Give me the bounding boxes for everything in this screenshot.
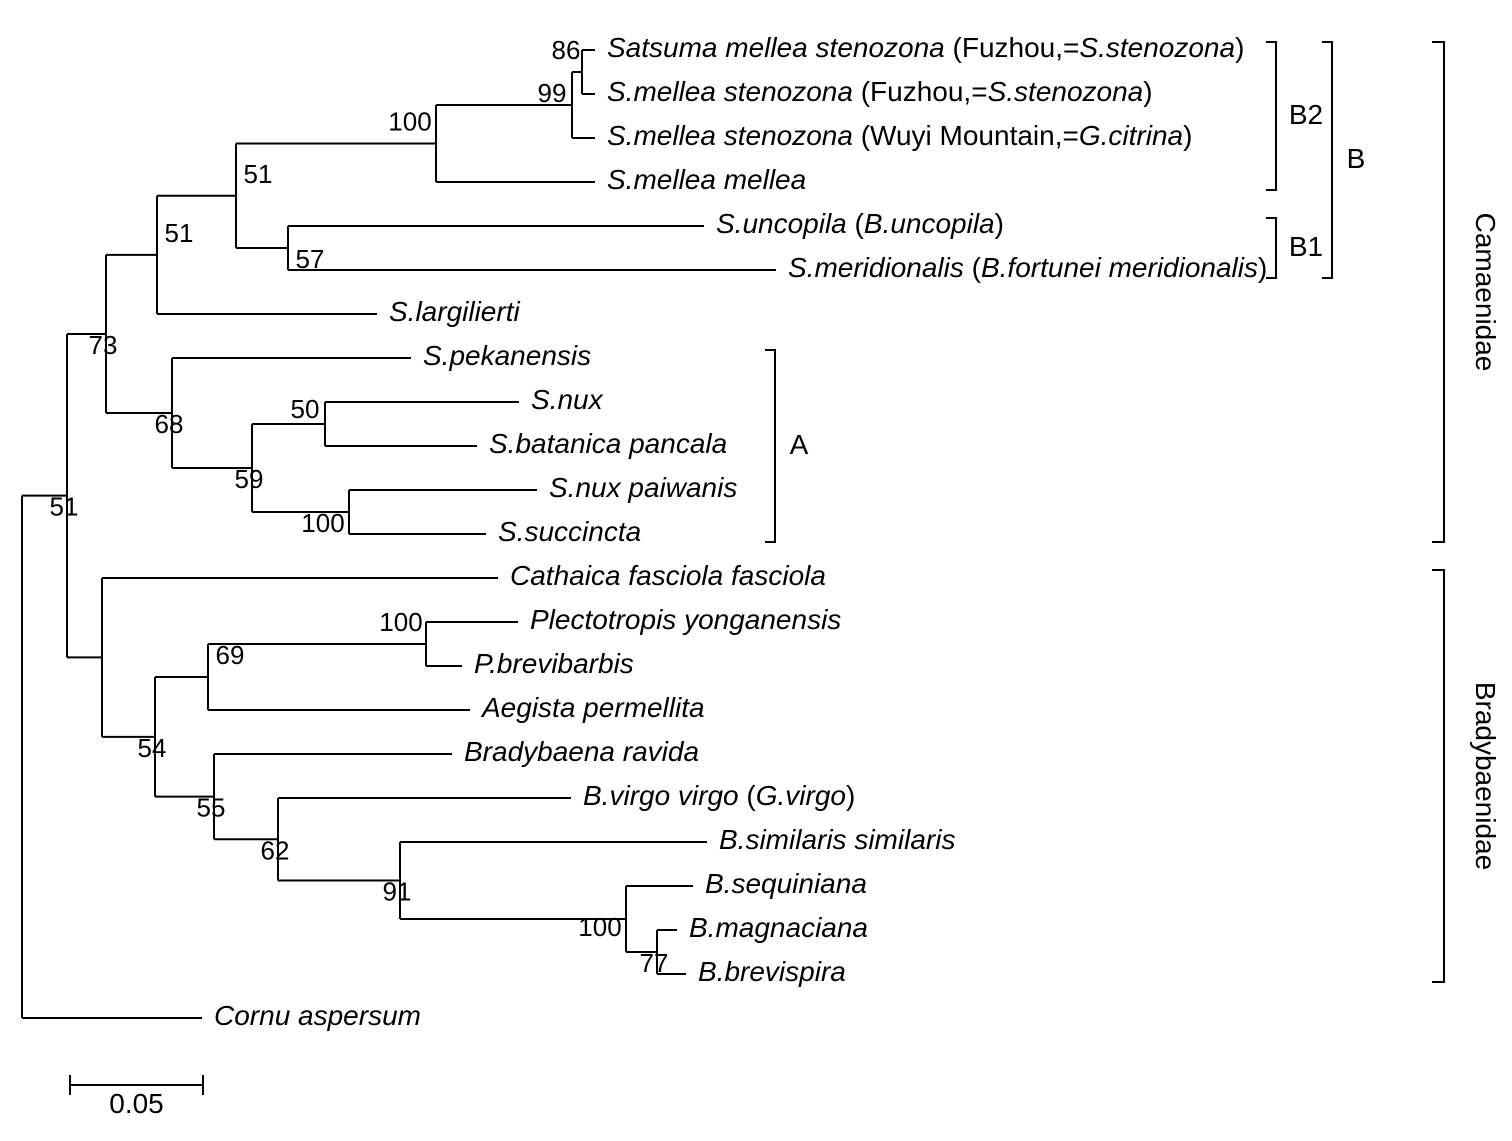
taxon-label: B.magnaciana xyxy=(689,912,868,943)
support-value: 51 xyxy=(165,218,194,248)
clade-label: B2 xyxy=(1289,99,1323,130)
clade-bracket xyxy=(765,350,775,542)
taxon-label: Cornu aspersum xyxy=(214,1000,421,1031)
clade-bracket xyxy=(1266,218,1276,278)
support-value: 100 xyxy=(301,508,344,538)
taxon-label: B.sequiniana xyxy=(705,868,867,899)
support-value: 69 xyxy=(216,640,245,670)
taxon-label: Bradybaena ravida xyxy=(464,736,699,767)
taxon-label: S.nux paiwanis xyxy=(549,472,737,503)
support-value: 54 xyxy=(138,733,167,763)
scale-label: 0.05 xyxy=(109,1088,164,1119)
clade-label: A xyxy=(790,429,809,460)
clade-bracket xyxy=(1432,570,1444,982)
support-value: 100 xyxy=(578,912,621,942)
support-value: 86 xyxy=(552,35,581,65)
taxon-label: S.mellea stenozona (Wuyi Mountain,=G.cit… xyxy=(607,120,1192,151)
support-value: 77 xyxy=(640,948,669,978)
taxon-label: B.virgo virgo (G.virgo) xyxy=(583,780,855,811)
family-label: Bradybaenidae xyxy=(1470,682,1501,870)
taxon-label: S.mellea stenozona (Fuzhou,=S.stenozona) xyxy=(607,76,1153,107)
support-value: 73 xyxy=(89,330,118,360)
support-value: 91 xyxy=(383,877,412,907)
taxon-label: S.mellea mellea xyxy=(607,164,806,195)
taxon-label: S.batanica pancala xyxy=(489,428,727,459)
taxon-label: B.brevispira xyxy=(698,956,846,987)
support-value: 62 xyxy=(261,835,290,865)
clade-label: B1 xyxy=(1289,231,1323,262)
support-value: 100 xyxy=(388,107,431,137)
taxon-label: Plectotropis yonganensis xyxy=(530,604,841,635)
clade-bracket xyxy=(1322,42,1332,278)
taxon-label: S.nux xyxy=(531,384,604,415)
taxon-label: S.meridionalis (B.fortunei meridionalis) xyxy=(788,252,1267,283)
taxon-label: Aegista permellita xyxy=(480,692,705,723)
family-label: Camaenidae xyxy=(1470,213,1501,372)
clade-label: B xyxy=(1347,143,1366,174)
support-value: 51 xyxy=(50,492,79,522)
support-value: 50 xyxy=(291,394,320,424)
support-value: 51 xyxy=(244,159,273,189)
taxon-label: S.pekanensis xyxy=(423,340,591,371)
support-value: 59 xyxy=(235,464,264,494)
support-value: 99 xyxy=(538,78,567,108)
taxon-label: Cathaica fasciola fasciola xyxy=(510,560,826,591)
support-value: 100 xyxy=(379,607,422,637)
clade-bracket xyxy=(1266,42,1276,190)
taxon-label: S.largilierti xyxy=(389,296,520,327)
taxon-label: S.succincta xyxy=(498,516,641,547)
taxon-label: S.uncopila (B.uncopila) xyxy=(716,208,1004,239)
support-value: 55 xyxy=(197,793,226,823)
taxon-label: B.similaris similaris xyxy=(719,824,955,855)
support-value: 68 xyxy=(155,409,184,439)
taxon-label: Satsuma mellea stenozona (Fuzhou,=S.sten… xyxy=(607,32,1244,63)
clade-bracket xyxy=(1432,42,1444,542)
support-value: 57 xyxy=(296,244,325,274)
taxon-label: P.brevibarbis xyxy=(474,648,634,679)
